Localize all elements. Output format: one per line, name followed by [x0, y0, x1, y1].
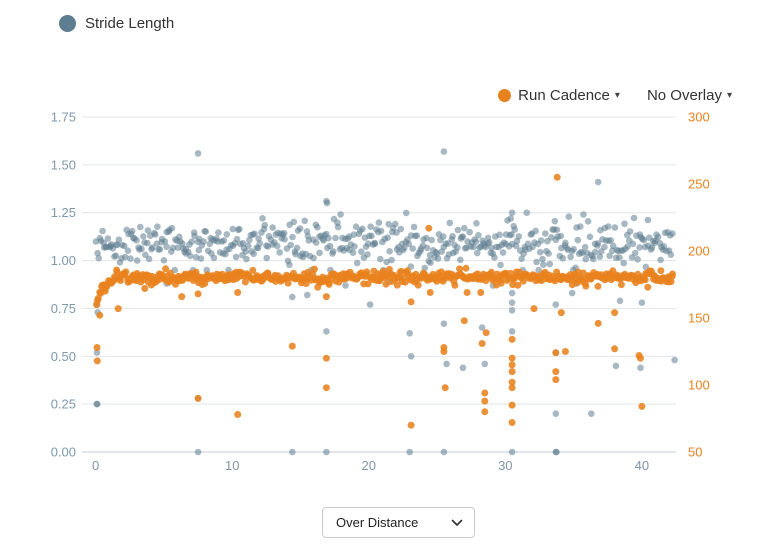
- over-distance-select-value: Over Distance: [336, 515, 419, 530]
- left-axis-tick-label: 0.75: [51, 301, 76, 316]
- left-axis-tick-label: 1.25: [51, 205, 76, 220]
- x-axis-tick-label: 10: [225, 458, 239, 473]
- left-axis-tick-label: 1.75: [51, 110, 76, 125]
- run-cadence-label: Run Cadence: [518, 87, 610, 104]
- right-axis-tick-label: 200: [688, 244, 710, 259]
- stride-length-legend-dot-icon: [59, 15, 76, 32]
- left-axis-tick-label: 0.25: [51, 397, 76, 412]
- over-distance-select[interactable]: Over Distance: [322, 507, 475, 538]
- x-axis-tick-label: 40: [635, 458, 649, 473]
- left-axis-tick-label: 1.00: [51, 253, 76, 268]
- right-axis-tick-label: 100: [688, 378, 710, 393]
- no-overlay-selector[interactable]: No Overlay ▾: [647, 87, 732, 104]
- run-cadence-dot-icon: [498, 89, 512, 102]
- run-cadence-points: [93, 173, 676, 429]
- x-axis-tick-label: 0: [92, 458, 99, 473]
- legend-stride-length: Stride Length: [59, 15, 174, 32]
- left-axis-tick-label: 1.50: [51, 157, 76, 172]
- no-overlay-label: No Overlay: [646, 87, 722, 104]
- right-axis-tick-label: 50: [688, 445, 702, 460]
- right-axis-tick-label: 150: [688, 311, 710, 326]
- legend-stride-length-label: Stride Length: [85, 15, 175, 32]
- right-axis-tick-label: 300: [688, 110, 710, 125]
- x-axis-tick-label: 30: [498, 458, 512, 473]
- stride-length-points: [92, 148, 678, 456]
- chevron-down-icon: ▾: [614, 89, 620, 101]
- chevron-down-icon: ▾: [726, 89, 732, 101]
- chart-header: Run Cadence ▾ No Overlay ▾: [498, 87, 732, 104]
- left-axis-tick-label: 0.50: [51, 349, 76, 364]
- chevron-down-icon: [451, 519, 463, 526]
- left-axis-tick-label: 0.00: [51, 445, 76, 460]
- right-axis-tick-label: 250: [688, 177, 710, 192]
- x-axis-tick-label: 20: [362, 458, 376, 473]
- run-cadence-selector[interactable]: Run Cadence ▾: [498, 87, 620, 104]
